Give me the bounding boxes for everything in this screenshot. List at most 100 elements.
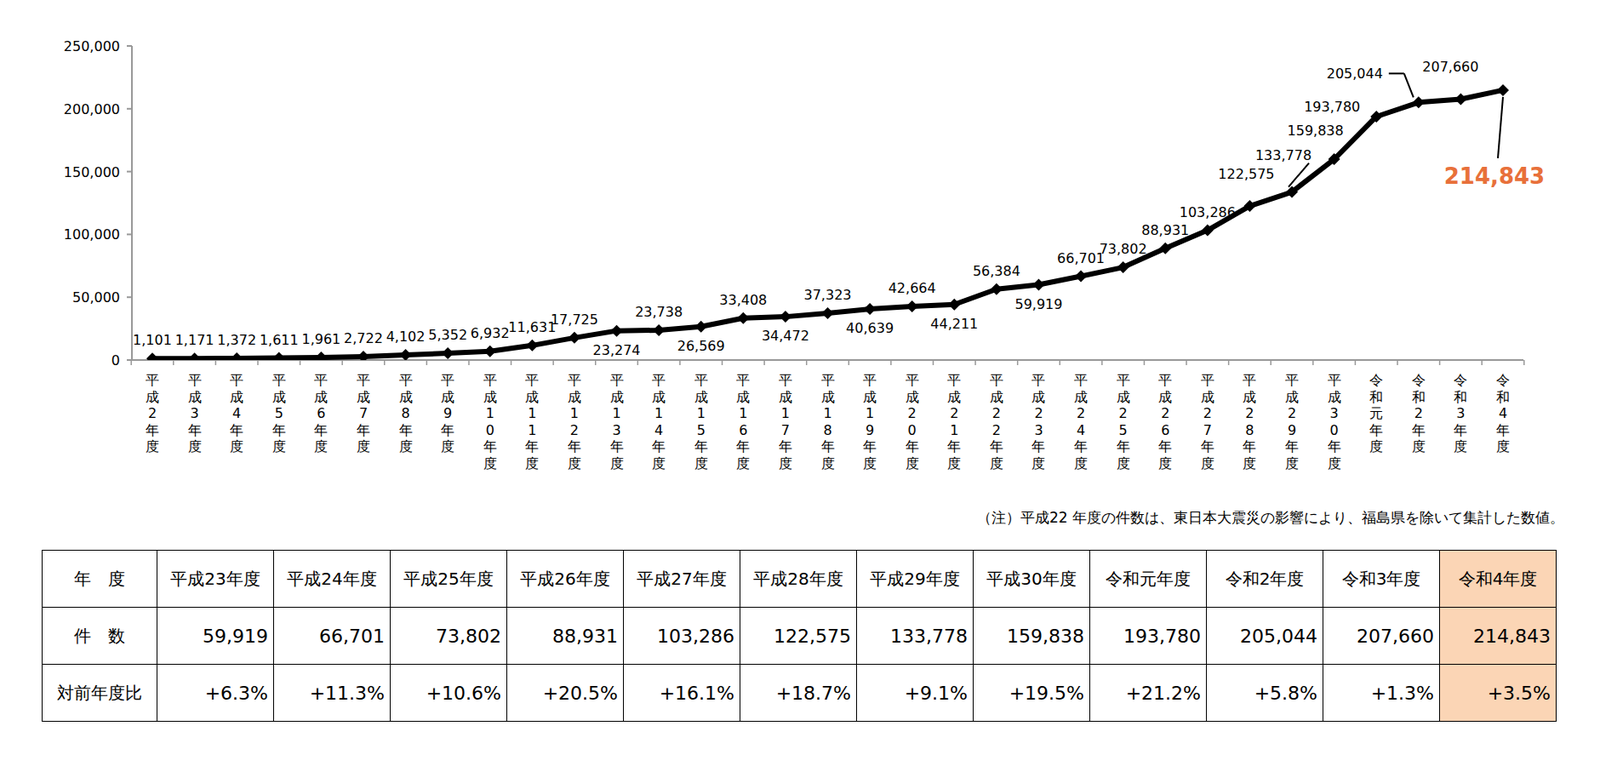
x-tick-char: 年 [567, 438, 582, 455]
x-tick-char: 令 [1496, 371, 1510, 389]
x-tick [1059, 360, 1062, 366]
x-tick-char: 平 [862, 371, 877, 389]
x-tick-char: 年 [145, 422, 160, 439]
marker [484, 345, 497, 358]
x-tick-char: 平 [1116, 371, 1131, 389]
x-tick-label: 平成12年度 [567, 371, 582, 472]
data-label: 205,044 [1326, 65, 1383, 82]
data-label: 2,722 [343, 330, 383, 347]
x-tick-char: 7 [781, 422, 790, 439]
x-tick-char: 年 [1411, 422, 1426, 439]
x-tick-char: 年 [1031, 438, 1046, 455]
x-tick-char: 令 [1369, 371, 1383, 389]
x-tick-char: 年 [610, 438, 624, 455]
x-tick-char: 平 [1200, 371, 1215, 389]
table-cell: +21.2% [1090, 664, 1207, 722]
x-tick [215, 360, 218, 366]
x-tick [1228, 360, 1230, 366]
x-tick-label: 平成23年度 [1031, 371, 1046, 472]
x-tick-char: 平 [188, 371, 202, 389]
x-tick-char: 年 [905, 438, 920, 455]
x-tick-label: 平成15年度 [694, 371, 709, 472]
x-tick-char: 年 [188, 422, 202, 439]
table-cell: 103,286 [623, 607, 741, 665]
x-tick-char: 度 [1285, 455, 1299, 472]
x-tick-char: 度 [1242, 455, 1257, 472]
x-tick [848, 360, 851, 366]
x-tick-char: 成 [1031, 388, 1046, 406]
data-label: 44,211 [930, 315, 978, 332]
plot-area [146, 84, 1509, 360]
data-label: 103,286 [1179, 204, 1236, 221]
x-tick-char: 成 [610, 388, 624, 406]
x-tick [1523, 360, 1526, 366]
table-cell: 133,778 [857, 607, 974, 665]
x-tick-char: 年 [356, 422, 371, 439]
x-tick [1143, 360, 1146, 366]
x-tick-label: 平成8年度 [399, 371, 413, 455]
x-tick [721, 360, 724, 366]
column-header: 令和2年度 [1206, 550, 1324, 608]
x-tick [974, 360, 977, 366]
x-tick-char: 4 [654, 422, 663, 439]
data-label: 4,102 [386, 328, 426, 345]
row-header: 年 度 [42, 550, 158, 608]
table-cell: 73,802 [390, 607, 508, 665]
x-tick-char: 2 [1160, 405, 1170, 422]
marker [188, 352, 201, 360]
marker [1454, 92, 1467, 105]
x-tick-char: 年 [1453, 422, 1468, 439]
x-tick-char: 度 [399, 438, 413, 455]
x-tick-char: 平 [399, 371, 413, 389]
x-tick-label: 平成22年度 [989, 371, 1004, 472]
x-tick-char: 度 [1453, 438, 1468, 455]
x-tick [468, 360, 470, 366]
x-tick-char: 和 [1411, 388, 1426, 406]
x-tick-char: 成 [145, 388, 160, 406]
x-tick-char: 成 [694, 388, 709, 406]
x-tick-label: 平成28年度 [1242, 371, 1257, 472]
data-label: 1,171 [175, 331, 215, 349]
data-label: 88,931 [1141, 222, 1189, 239]
column-header: 平成27年度 [623, 550, 741, 608]
x-tick-char: 成 [399, 388, 413, 406]
data-label: 66,701 [1057, 250, 1105, 267]
table-cell: +16.1% [623, 664, 741, 722]
data-label: 133,778 [1255, 147, 1312, 164]
data-label: 42,664 [888, 280, 937, 297]
marker [1370, 110, 1383, 123]
column-header: 平成26年度 [507, 550, 624, 608]
x-tick-char: 平 [1242, 371, 1257, 389]
data-label: 1,611 [259, 331, 299, 349]
x-tick-label: 平成27年度 [1200, 371, 1215, 472]
x-tick-char: 令 [1411, 371, 1426, 389]
x-tick-char: 年 [947, 438, 961, 455]
x-tick-char: 成 [905, 388, 920, 406]
annotation: （注）平成22 年度の件数は、東日本大震災の影響により、福島県を除いて集計した数… [977, 508, 1565, 526]
y-tick [126, 108, 132, 110]
x-tick-char: 平 [651, 371, 666, 389]
y-tick [126, 45, 132, 47]
x-tick-char: 2 [1287, 405, 1297, 422]
x-tick-label: 平成9年度 [440, 371, 455, 455]
marker [400, 348, 412, 360]
x-tick-char: 1 [865, 405, 875, 422]
leader-line [1404, 73, 1414, 98]
chart: 050,000100,000150,000200,000250,000平成2年度… [0, 0, 1600, 545]
x-tick-char: 年 [272, 422, 286, 439]
marker [357, 350, 370, 360]
x-tick-char: 令 [1453, 371, 1468, 389]
x-tick-char: 年 [1496, 422, 1510, 439]
x-tick-char: 成 [1074, 388, 1088, 406]
x-tick-char: 平 [314, 371, 328, 389]
x-tick-char: 度 [1327, 455, 1342, 472]
data-label: 26,569 [677, 337, 726, 355]
x-tick-char: 度 [651, 455, 666, 472]
marker [695, 320, 708, 333]
x-tick-char: 2 [992, 422, 1001, 439]
x-tick-char: 平 [1074, 371, 1088, 389]
x-tick-char: 度 [610, 455, 624, 472]
x-tick [1480, 360, 1483, 366]
table-cell: 193,780 [1090, 607, 1207, 665]
marker [525, 339, 538, 352]
